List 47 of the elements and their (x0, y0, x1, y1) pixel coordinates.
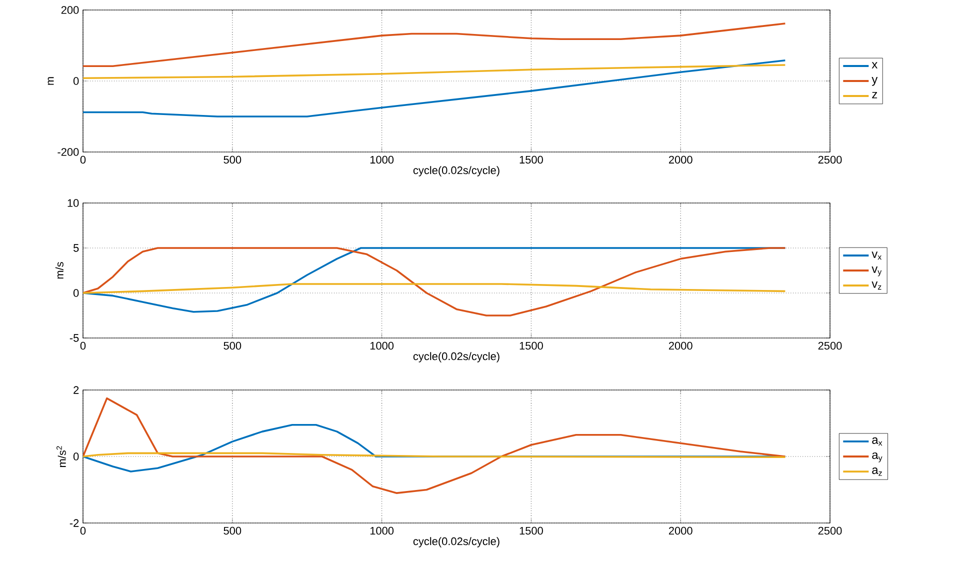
legend-label: x (872, 62, 878, 68)
y-tick-label: 0 (73, 77, 79, 85)
x-tick-label: 0 (80, 526, 86, 535)
line-series (83, 64, 786, 80)
y-tick-label: 0 (73, 289, 79, 297)
y-tick-label: 200 (61, 6, 79, 14)
legend-label: z (872, 92, 878, 98)
legend-label: y (872, 77, 878, 86)
legend-label: v$_{x}$ (872, 252, 882, 260)
x-tick-label: 2500 (818, 526, 842, 535)
legend-label: v$_{y}$ (872, 266, 882, 276)
line-series (83, 283, 786, 294)
line-series (83, 60, 786, 118)
x-tick-label: 2500 (818, 342, 842, 350)
x-axis-title: cycle(0.02s/cycle) (413, 166, 500, 176)
y-axis-title: m/s$^{2}$ (56, 446, 66, 467)
y-tick-label: 0 (73, 452, 79, 460)
x-tick-label: 1000 (370, 526, 394, 535)
y-tick-label: -2 (70, 519, 79, 527)
x-tick-label: 2000 (668, 156, 692, 164)
x-tick-label: 0 (80, 156, 86, 164)
y-axis-title: m (48, 77, 54, 85)
y-tick-label: -200 (58, 148, 79, 156)
legend-label: v$_{z}$ (872, 281, 882, 290)
x-tick-label: 1500 (520, 526, 543, 535)
x-tick-label: 500 (224, 156, 242, 164)
x-tick-label: 1000 (370, 342, 394, 350)
x-tick-label: 0 (80, 342, 86, 350)
y-tick-label: 5 (73, 244, 79, 252)
x-tick-label: 1500 (520, 156, 543, 164)
y-tick-label: -5 (70, 334, 79, 342)
y-tick-label: 2 (74, 386, 79, 394)
x-axis-title: cycle(0.02s/cycle) (413, 352, 500, 362)
line-series (83, 22, 786, 67)
legend-label: a$_{z}$ (872, 468, 882, 476)
x-tick-label: 1500 (520, 342, 543, 350)
x-tick-label: 2000 (668, 342, 692, 350)
x-tick-label: 500 (224, 526, 242, 535)
legend-label: a$_{y}$ (872, 452, 882, 462)
x-tick-label: 500 (224, 342, 242, 350)
x-tick-label: 2000 (668, 526, 692, 535)
y-axis-title: m/s (55, 262, 64, 279)
legend-label: a$_{x}$ (872, 437, 882, 446)
y-tick-label: 10 (68, 199, 79, 207)
x-tick-label: 2500 (818, 156, 842, 164)
x-tick-label: 1000 (370, 156, 394, 164)
x-axis-title: cycle(0.02s/cycle) (413, 537, 500, 548)
